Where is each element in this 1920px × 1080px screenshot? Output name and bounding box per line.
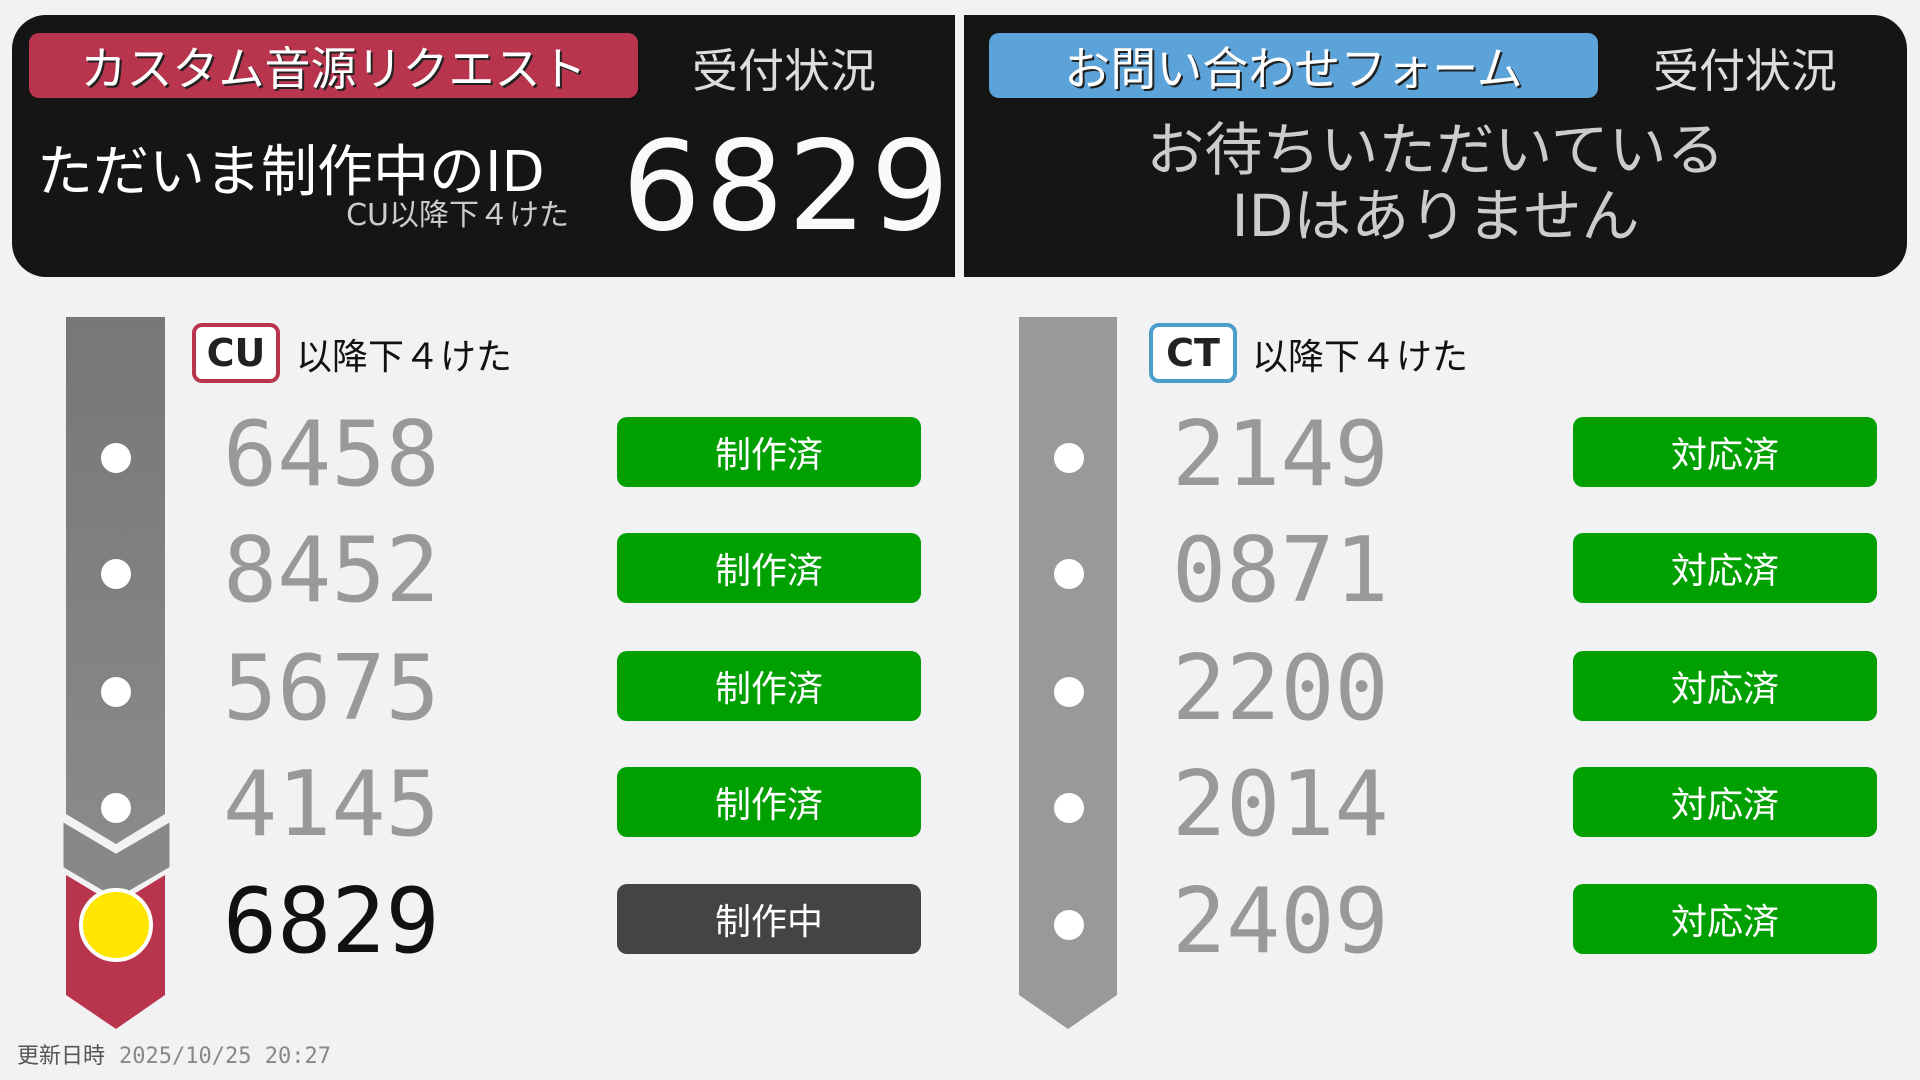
status-badge: 対応済: [1573, 884, 1877, 954]
status-badge: 制作済: [617, 767, 921, 837]
queue-id: 5675: [223, 636, 440, 741]
queue-dot-icon: [101, 443, 131, 473]
queue-id: 2014: [1172, 752, 1389, 857]
queue-dot-icon: [101, 793, 131, 823]
cu-badge: CU: [192, 323, 280, 383]
queue-dot-icon: [1054, 559, 1084, 589]
updated-at: 更新日時 2025/10/25 20:27: [17, 1038, 331, 1070]
queue-dot-icon: [1054, 910, 1084, 940]
custom-request-header-panel: カスタム音源リクエスト 受付状況 ただいま制作中のID CU以降下４けた 682…: [12, 15, 955, 277]
queue-id: 2149: [1172, 402, 1389, 507]
no-waiting-message: お待ちいただいている IDはありません: [964, 117, 1907, 249]
current-id-label: ただいま制作中のID: [37, 140, 545, 205]
status-badge: 制作済: [617, 533, 921, 603]
queue-dot-icon: [1054, 677, 1084, 707]
current-marker-icon: [79, 888, 153, 962]
queue-id: 8452: [223, 518, 440, 623]
status-badge: 制作済: [617, 417, 921, 487]
queue-id: 6458: [223, 402, 440, 507]
queue-id: 2409: [1172, 869, 1389, 974]
queue-id: 4145: [223, 752, 440, 857]
reception-status-label: 受付状況: [692, 44, 876, 98]
cu-badge-label: 以降下４けた: [296, 337, 513, 378]
queue-dot-icon: [101, 559, 131, 589]
message-line-1: お待ちいただいている: [1146, 116, 1725, 184]
status-badge: 制作中: [617, 884, 921, 954]
contact-form-header-panel: お問い合わせフォーム 受付状況 お待ちいただいている IDはありません: [964, 15, 1907, 277]
reception-status-label: 受付状況: [1653, 44, 1837, 98]
custom-request-title: カスタム音源リクエスト: [29, 33, 638, 98]
status-badge: 対応済: [1573, 533, 1877, 603]
queue-id: 6829: [223, 869, 440, 974]
updated-label: 更新日時: [17, 1044, 106, 1069]
status-badge: 対応済: [1573, 417, 1877, 487]
queue-dot-icon: [1054, 443, 1084, 473]
ct-badge-label: 以降下４けた: [1252, 337, 1469, 378]
right-track: [1019, 317, 1117, 1029]
contact-form-title: お問い合わせフォーム: [989, 33, 1598, 98]
status-badge: 対応済: [1573, 651, 1877, 721]
left-chevron: [60, 817, 173, 902]
queue-dot-icon: [101, 677, 131, 707]
queue-id: 0871: [1172, 518, 1389, 623]
status-badge: 制作済: [617, 651, 921, 721]
message-line-2: IDはありません: [1231, 182, 1640, 250]
queue-id: 2200: [1172, 636, 1389, 741]
current-id-sub: CU以降下４けた: [346, 198, 569, 233]
status-badge: 対応済: [1573, 767, 1877, 837]
ct-badge: CT: [1149, 323, 1237, 383]
queue-dot-icon: [1054, 793, 1084, 823]
current-id: 6829: [622, 115, 954, 259]
updated-timestamp: 2025/10/25 20:27: [119, 1044, 331, 1069]
